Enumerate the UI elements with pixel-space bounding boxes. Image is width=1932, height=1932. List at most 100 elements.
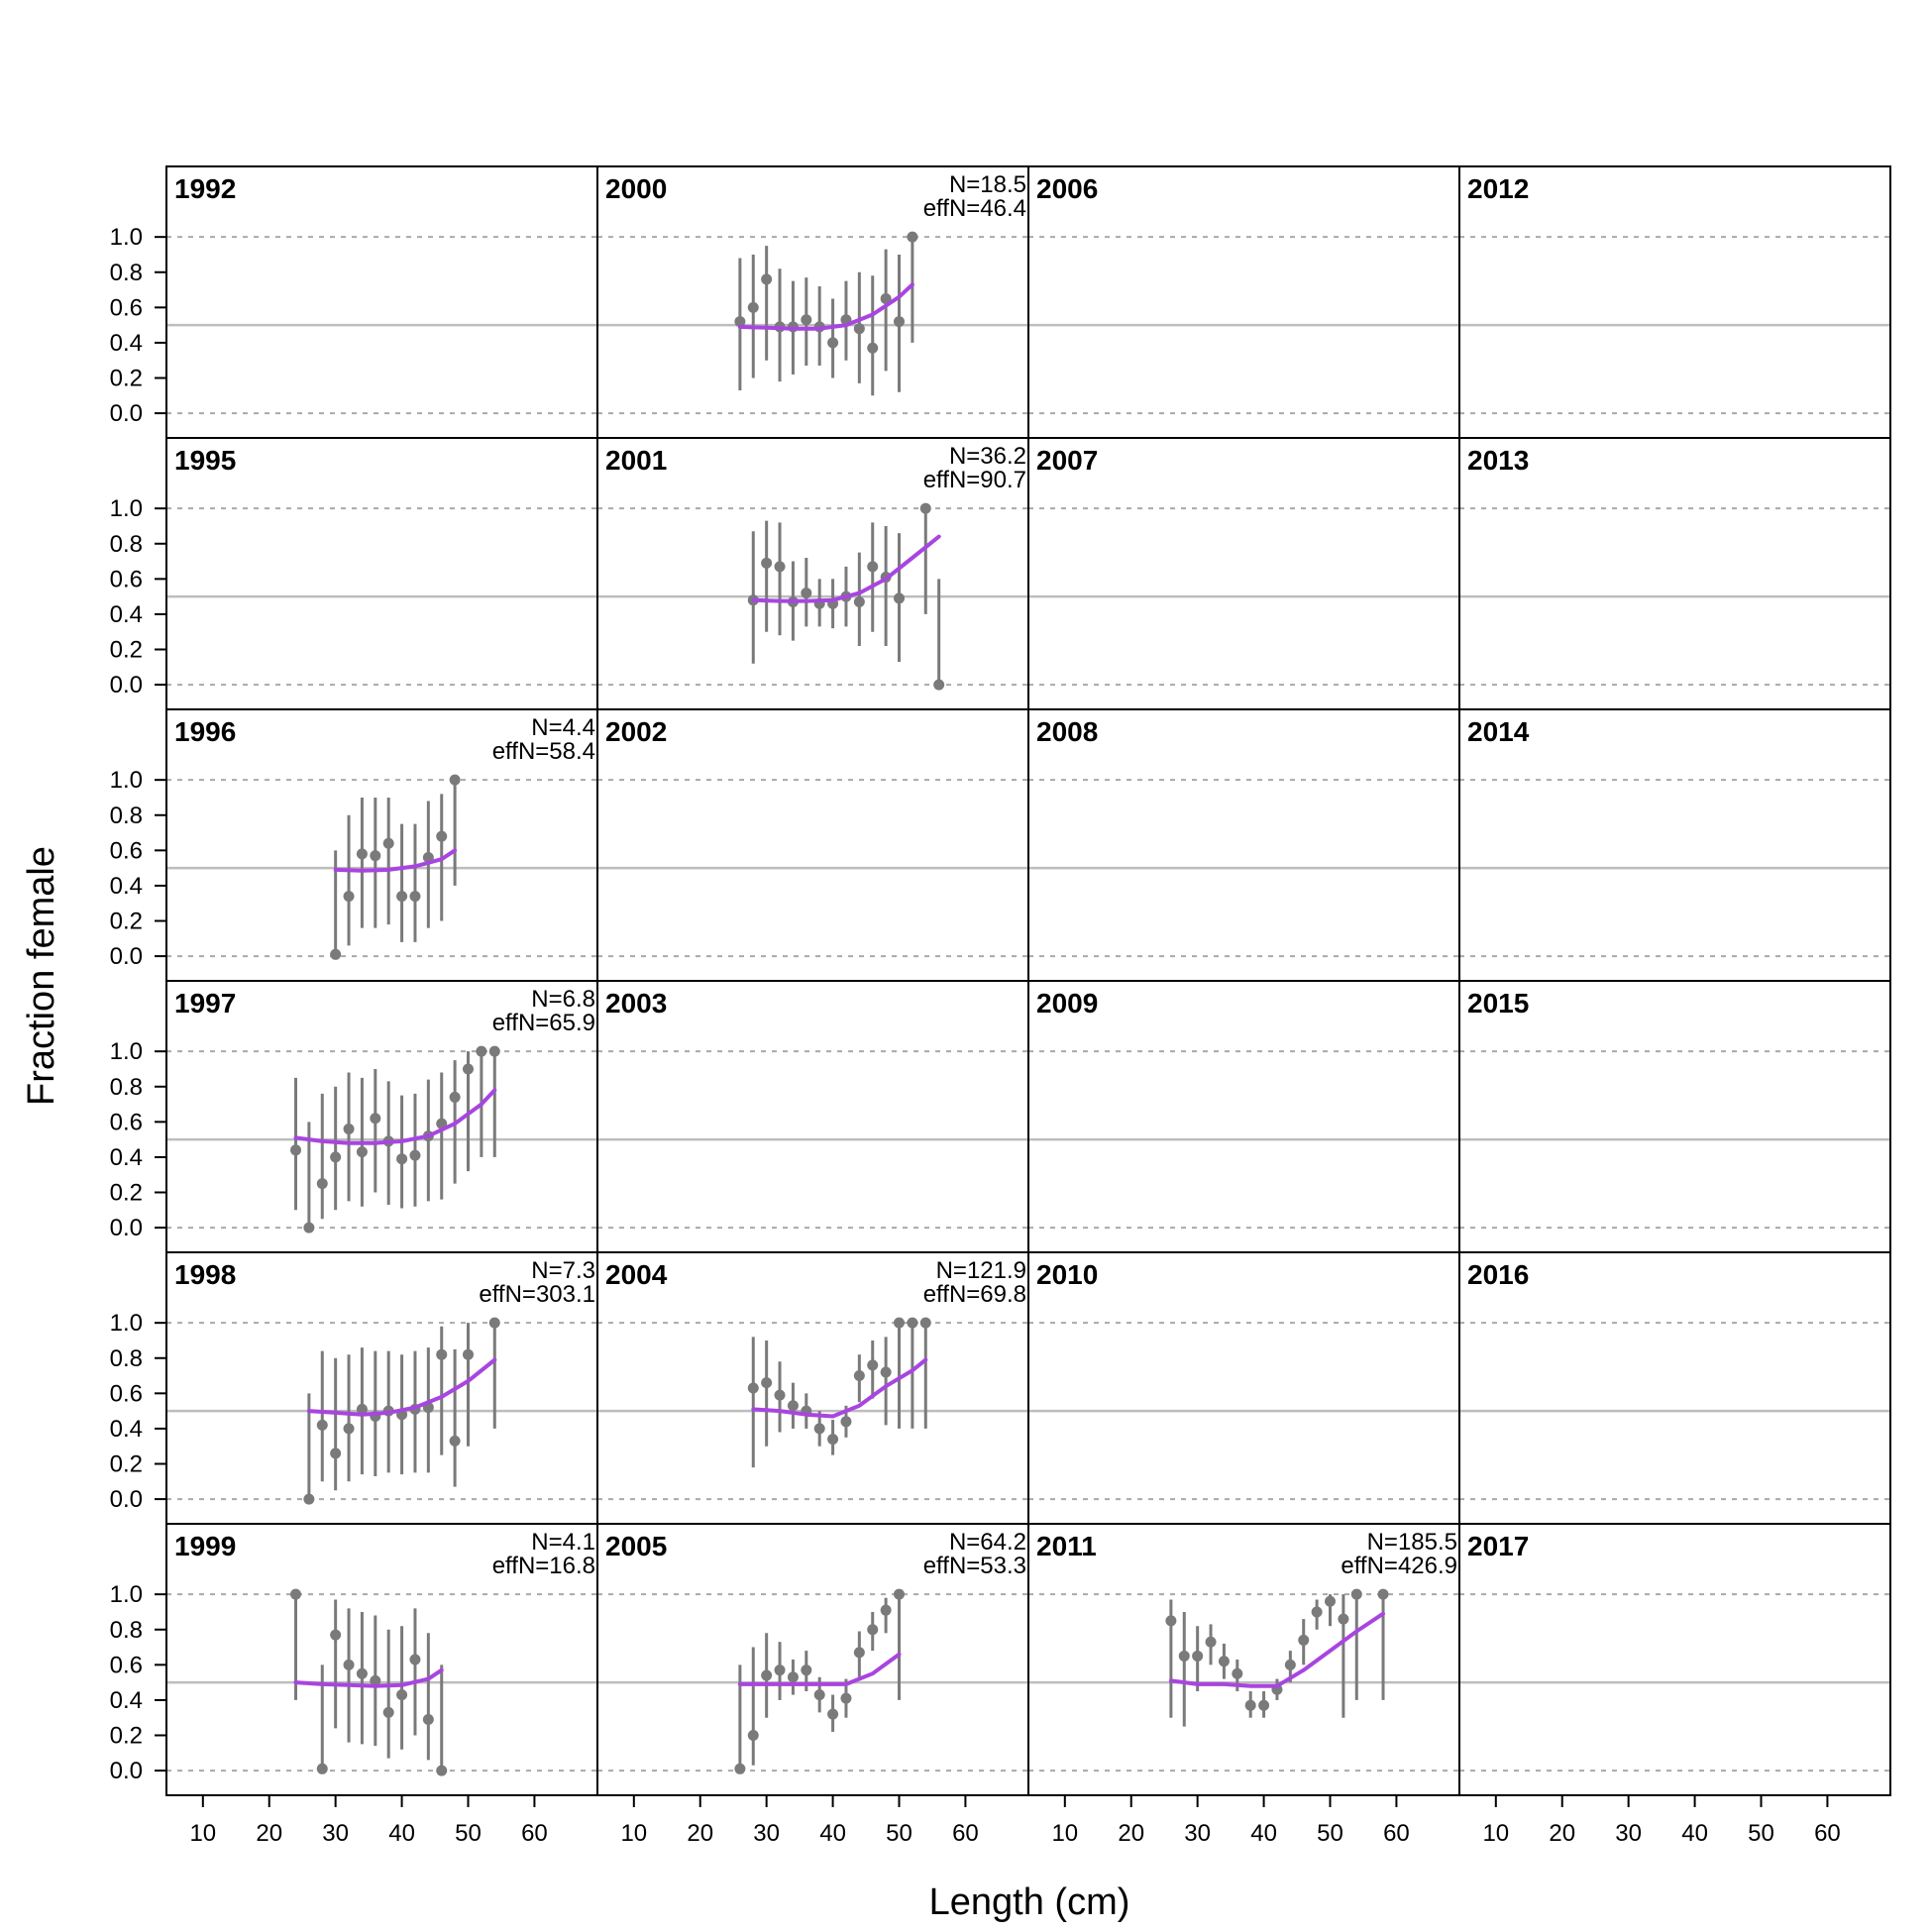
x-tick-label: 40 [388,1820,415,1847]
x-tick-label: 50 [455,1820,482,1847]
x-tick-label: 20 [1118,1820,1144,1847]
data-point [747,301,759,313]
panel-effn-label: effN=90.7 [923,467,1026,493]
panel-frame [1458,1523,1891,1796]
x-tick-label: 50 [1748,1820,1774,1847]
panel-effn-label: effN=65.9 [492,1010,595,1036]
data-point [1298,1634,1310,1646]
data-point [747,1382,759,1394]
y-tick-label: 0.8 [110,1074,143,1101]
fit-curve [1168,1611,1385,1688]
y-tick-label: 0.0 [110,943,143,970]
data-point [370,1674,381,1686]
data-point [370,1113,381,1125]
data-point [396,1689,408,1701]
data-point [303,1222,315,1234]
data-point [853,323,865,335]
x-tick-label: 10 [189,1820,216,1847]
panel-year-label: 2010 [1036,1259,1098,1290]
y-tick-label: 0.6 [110,1652,143,1678]
panel-year-label: 1996 [174,716,236,747]
y-tick-label: 0.2 [110,1723,143,1750]
x-tick-label: 50 [1317,1820,1343,1847]
x-tick-label: 50 [886,1820,912,1847]
panel-year-label: 2003 [605,988,667,1019]
data-point [316,1419,328,1431]
panel-2012: 2012 [1458,165,1891,439]
data-point [774,561,786,573]
panel-1995: 1995 [165,437,598,710]
data-point [330,1151,342,1163]
data-point [436,1348,448,1360]
data-point [853,595,865,607]
x-tick-label: 30 [1184,1820,1211,1847]
data-point [422,1713,434,1725]
x-tick-label: 60 [952,1820,979,1847]
y-tick-label: 0.8 [110,260,143,286]
panel-year-label: 2014 [1467,716,1530,747]
y-tick-label: 1.0 [110,1581,143,1608]
x-tick-label: 20 [687,1820,713,1847]
x-tick-label: 20 [1549,1820,1575,1847]
panel-year-label: 2008 [1036,716,1098,747]
x-tick-label: 30 [322,1820,349,1847]
data-point [880,292,892,304]
data-point [330,1448,342,1459]
data-point [840,1692,852,1704]
panel-year-label: 2004 [605,1259,668,1290]
panel-2007: 2007 [1027,437,1460,710]
data-point [463,1348,474,1360]
y-tick-label: 1.0 [110,495,143,522]
data-point [290,1588,301,1600]
y-tick-label: 0.0 [110,672,143,698]
fit-curve [737,282,914,331]
y-tick-label: 0.8 [110,803,143,829]
data-point [734,1763,746,1774]
y-tick-label: 0.4 [110,330,143,357]
panel-frame [1458,1251,1891,1525]
y-tick-label: 0.4 [110,873,143,900]
data-point [867,561,879,573]
panel-2009: 2009 [1027,980,1460,1253]
panel-frame [1458,165,1891,439]
panel-year-label: 1992 [174,173,236,204]
x-tick-label: 10 [1051,1820,1078,1847]
data-point [290,1144,301,1156]
data-point [933,679,945,691]
data-point [316,1763,328,1774]
panel-year-label: 2001 [605,445,667,476]
y-axis-title: Fraction female [21,846,62,1106]
panel-n-label: N=4.4 [531,714,595,741]
panel-n-label: N=4.1 [531,1529,595,1556]
data-point [1284,1659,1296,1670]
y-tick-label: 0.2 [110,909,143,935]
data-point [1205,1636,1217,1648]
panel-1992: 1992 [165,165,598,439]
panel-frame [1027,1251,1460,1525]
data-point [396,1153,408,1165]
panel-2014: 2014 [1458,708,1891,982]
data-point [1311,1606,1323,1618]
data-point [409,1654,421,1665]
data-point [356,1667,368,1679]
data-point [343,1659,355,1670]
y-tick-label: 0.6 [110,294,143,321]
data-point [1178,1650,1190,1662]
data-point [853,1647,865,1659]
data-point [463,1063,474,1075]
y-tick-label: 1.0 [110,767,143,794]
panel-year-label: 2011 [1036,1531,1097,1561]
data-point [787,1671,799,1683]
data-point [449,1091,461,1103]
x-tick-label: 40 [1681,1820,1708,1847]
panel-year-label: 1997 [174,988,236,1019]
panel-frame [1458,437,1891,710]
x-tick-label: 40 [819,1820,846,1847]
panel-frame [1027,980,1460,1253]
panel-year-label: 1995 [174,445,236,476]
fit-curve [293,1088,497,1145]
y-tick-label: 0.6 [110,1380,143,1407]
y-tick-label: 0.2 [110,366,143,392]
